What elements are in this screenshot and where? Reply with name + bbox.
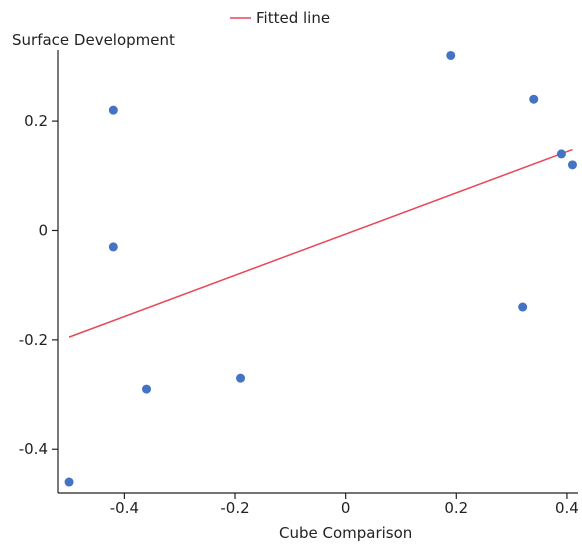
y-ticks: -0.4 -0.2 0 0.2 (19, 112, 58, 458)
axes (57, 50, 578, 494)
x-tick-label: -0.4 (110, 499, 139, 517)
y-tick-label: 0.2 (24, 112, 48, 130)
data-point (556, 149, 566, 159)
plot-lines (68, 148, 573, 338)
data-point (142, 384, 152, 394)
y-tick-label: -0.2 (19, 331, 48, 349)
data-point (236, 373, 246, 383)
legend: Fitted line (230, 9, 330, 27)
x-axis-title: Cube Comparison (279, 524, 412, 542)
plot-points (64, 50, 577, 487)
data-point (518, 302, 528, 312)
y-tick-label: -0.4 (19, 440, 48, 458)
data-point (64, 477, 74, 487)
x-ticks: -0.4 -0.2 0 0.2 0.4 (110, 493, 579, 517)
data-point (446, 50, 456, 60)
x-tick-label: 0.4 (555, 499, 579, 517)
y-tick-label: 0 (38, 221, 48, 239)
data-point (108, 105, 118, 115)
x-tick-label: 0.2 (444, 499, 468, 517)
legend-label: Fitted line (256, 9, 330, 27)
x-tick-label: 0 (341, 499, 351, 517)
data-point (108, 242, 118, 252)
y-axis-title: Surface Development (12, 31, 175, 49)
fitted-line (68, 148, 573, 338)
data-point (529, 94, 539, 104)
x-tick-label: -0.2 (220, 499, 249, 517)
data-point (567, 160, 577, 170)
